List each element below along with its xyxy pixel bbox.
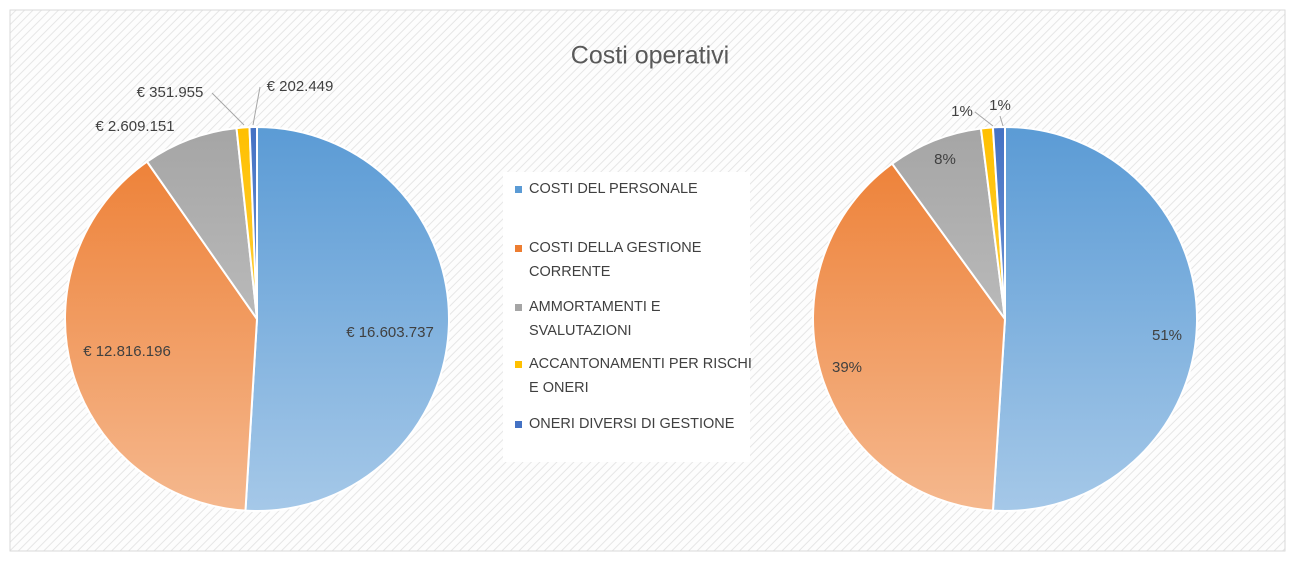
- data-label: € 2.609.151: [95, 118, 174, 135]
- data-label: 51%: [1152, 327, 1182, 344]
- data-label: 39%: [832, 359, 862, 376]
- data-label: € 16.603.737: [346, 324, 434, 341]
- legend-item: COSTI DEL PERSONALE: [515, 177, 759, 201]
- data-label: € 351.955: [137, 84, 204, 101]
- legend-swatch: [515, 186, 522, 193]
- leader-line: [211, 92, 245, 126]
- legend-item: ACCANTONAMENTI PER RISCHI E ONERI: [515, 352, 759, 400]
- leader-line: [252, 86, 261, 126]
- pie-slice: [890, 127, 1006, 320]
- pie-slice: [248, 125, 258, 320]
- data-label: 1%: [951, 103, 973, 120]
- legend-label: ACCANTONAMENTI PER RISCHI E ONERI: [529, 356, 752, 396]
- legend-swatch: [515, 245, 522, 252]
- legend-item: ONERI DIVERSI DI GESTIONE: [515, 412, 759, 436]
- pie-slice: [244, 125, 450, 512]
- data-label: 1%: [989, 97, 1011, 114]
- legend-swatch: [515, 361, 522, 368]
- leader-line: [999, 115, 1004, 127]
- legend-item: AMMORTAMENTI E SVALUTAZIONI: [515, 295, 759, 343]
- pie-slice: [991, 125, 1198, 512]
- pie-slice: [64, 160, 259, 512]
- pie-slice: [991, 125, 1006, 320]
- pie-slice: [812, 162, 1007, 512]
- legend-item: COSTI DELLA GESTIONE CORRENTE: [515, 236, 759, 284]
- legend: COSTI DEL PERSONALE COSTI DELLA GESTIONE …: [503, 172, 752, 462]
- legend-label: ONERI DIVERSI DI GESTIONE: [529, 416, 735, 432]
- pie-slice: [145, 126, 258, 320]
- legend-swatch: [515, 304, 522, 311]
- chart-title: Costi operativi: [571, 42, 729, 70]
- data-label: € 12.816.196: [83, 343, 171, 360]
- legend-label: COSTI DELLA GESTIONE CORRENTE: [529, 240, 702, 280]
- leader-line: [974, 111, 994, 127]
- legend-label: COSTI DEL PERSONALE: [529, 181, 698, 197]
- data-label: € 202.449: [267, 78, 334, 95]
- legend-swatch: [515, 421, 522, 428]
- legend-label: AMMORTAMENTI E SVALUTAZIONI: [529, 299, 661, 339]
- data-label: 8%: [934, 151, 956, 168]
